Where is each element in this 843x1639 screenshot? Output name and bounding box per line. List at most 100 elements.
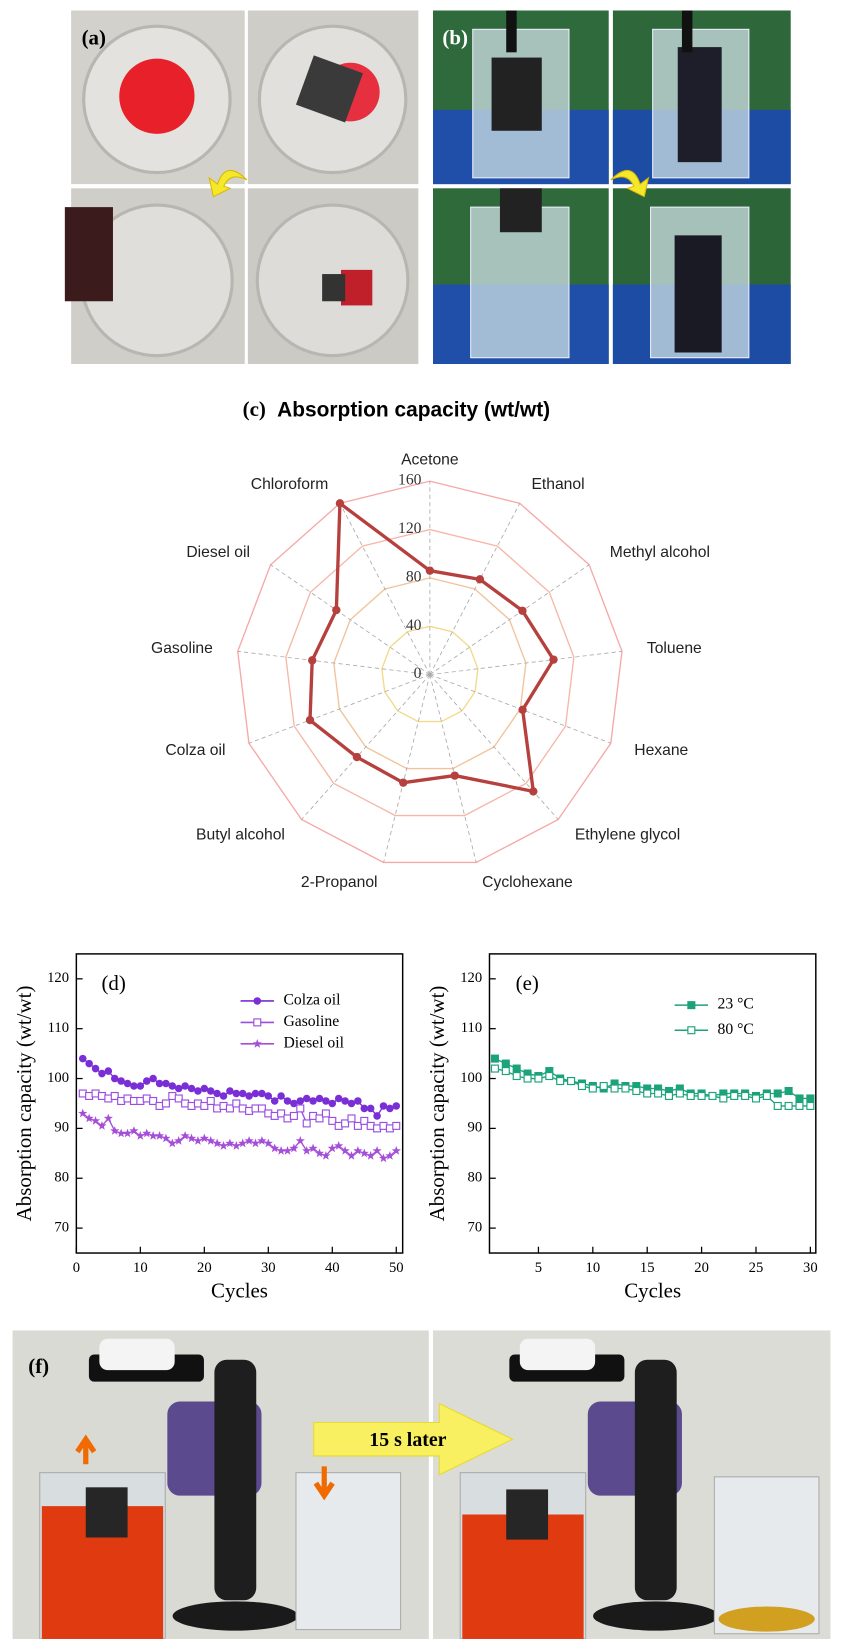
legend-label: Colza oil bbox=[283, 992, 341, 1009]
marker bbox=[490, 1054, 499, 1063]
rod bbox=[506, 10, 517, 53]
x-tick-label: 15 bbox=[640, 1260, 655, 1276]
marker bbox=[78, 1054, 87, 1063]
marker bbox=[687, 1026, 696, 1035]
grid-spoke bbox=[339, 503, 431, 675]
x-tick-label: 40 bbox=[325, 1260, 340, 1276]
marker bbox=[180, 1131, 190, 1140]
data-point bbox=[425, 566, 435, 575]
x-tick-label: 10 bbox=[586, 1260, 601, 1276]
marker bbox=[130, 1082, 138, 1090]
marker bbox=[161, 1099, 170, 1108]
marker bbox=[295, 1136, 305, 1145]
marker bbox=[104, 1067, 113, 1075]
marker bbox=[686, 1091, 695, 1101]
grid-spoke bbox=[429, 650, 622, 676]
marker bbox=[270, 1143, 280, 1153]
marker bbox=[84, 1113, 94, 1123]
marker bbox=[392, 1121, 401, 1130]
x-tick-label: 25 bbox=[749, 1260, 764, 1276]
category-label: Toluene bbox=[647, 640, 702, 657]
cycle-arrow bbox=[208, 169, 248, 198]
marker bbox=[697, 1091, 706, 1101]
marker bbox=[334, 1141, 344, 1150]
marker bbox=[372, 1146, 382, 1155]
marker bbox=[302, 1146, 312, 1155]
x-tick-label: 20 bbox=[197, 1260, 212, 1276]
data-line bbox=[308, 501, 556, 794]
marker bbox=[334, 1094, 343, 1103]
marker bbox=[161, 1133, 171, 1143]
sponge bbox=[674, 235, 722, 353]
marker bbox=[244, 1136, 254, 1145]
grid-ring bbox=[237, 480, 623, 864]
grid-spoke bbox=[383, 674, 431, 863]
plot-frame bbox=[75, 953, 404, 1254]
holder-foam bbox=[519, 1338, 596, 1371]
category-label: Cyclohexane bbox=[482, 874, 573, 891]
marker bbox=[512, 1072, 521, 1081]
marker bbox=[282, 1146, 293, 1155]
category-label: 2-Propanol bbox=[301, 874, 378, 891]
marker bbox=[290, 1099, 298, 1108]
pump-base bbox=[172, 1601, 299, 1631]
data-point bbox=[475, 575, 485, 584]
marker bbox=[373, 1112, 381, 1120]
category-label: Ethanol bbox=[531, 476, 584, 493]
marker bbox=[366, 1104, 375, 1113]
panel-label: (b) bbox=[442, 26, 468, 50]
y-tick-label: 100 bbox=[47, 1070, 69, 1086]
y-tick-label: 110 bbox=[461, 1020, 482, 1036]
marker bbox=[784, 1086, 793, 1096]
marker bbox=[795, 1094, 804, 1103]
x-tick-label: 10 bbox=[133, 1260, 148, 1276]
marker bbox=[354, 1097, 362, 1105]
y-tick-label: 80 bbox=[54, 1170, 69, 1186]
marker bbox=[296, 1097, 305, 1105]
data-point bbox=[450, 771, 459, 780]
marker bbox=[577, 1081, 586, 1091]
red-liquid bbox=[119, 58, 195, 134]
marker bbox=[78, 1108, 88, 1118]
marker bbox=[193, 1136, 203, 1145]
marker bbox=[110, 1126, 120, 1135]
marker bbox=[231, 1141, 241, 1150]
marker bbox=[129, 1126, 139, 1135]
pump-stand bbox=[214, 1359, 257, 1601]
marker bbox=[664, 1091, 673, 1101]
data-point bbox=[308, 656, 317, 665]
y-tick-label: 90 bbox=[468, 1120, 483, 1136]
marker bbox=[296, 1104, 305, 1113]
marker bbox=[534, 1074, 543, 1083]
y-tick-label: 110 bbox=[48, 1020, 69, 1036]
marker bbox=[253, 997, 262, 1005]
time-arrow bbox=[313, 1402, 514, 1476]
marker bbox=[610, 1084, 619, 1093]
photo-b: (b) bbox=[433, 10, 791, 365]
marker bbox=[392, 1102, 401, 1110]
marker bbox=[322, 1097, 330, 1105]
marker bbox=[321, 1109, 330, 1118]
marker bbox=[643, 1089, 652, 1098]
marker bbox=[200, 1084, 209, 1093]
marker bbox=[167, 1138, 177, 1148]
panel-label: (e) bbox=[516, 971, 539, 995]
marker bbox=[314, 1148, 325, 1158]
marker bbox=[654, 1089, 663, 1098]
marker bbox=[353, 1146, 363, 1155]
marker bbox=[263, 1138, 273, 1148]
marker bbox=[708, 1091, 717, 1101]
marker bbox=[206, 1096, 215, 1105]
marker bbox=[751, 1094, 761, 1103]
data-point bbox=[352, 752, 362, 762]
marker bbox=[386, 1104, 394, 1113]
sponge bbox=[491, 57, 542, 131]
marker bbox=[225, 1104, 234, 1113]
marker bbox=[122, 1128, 133, 1138]
marker bbox=[149, 1074, 157, 1083]
marker bbox=[391, 1146, 401, 1155]
data-point bbox=[549, 655, 558, 664]
marker bbox=[567, 1077, 576, 1086]
marker bbox=[258, 1089, 266, 1098]
